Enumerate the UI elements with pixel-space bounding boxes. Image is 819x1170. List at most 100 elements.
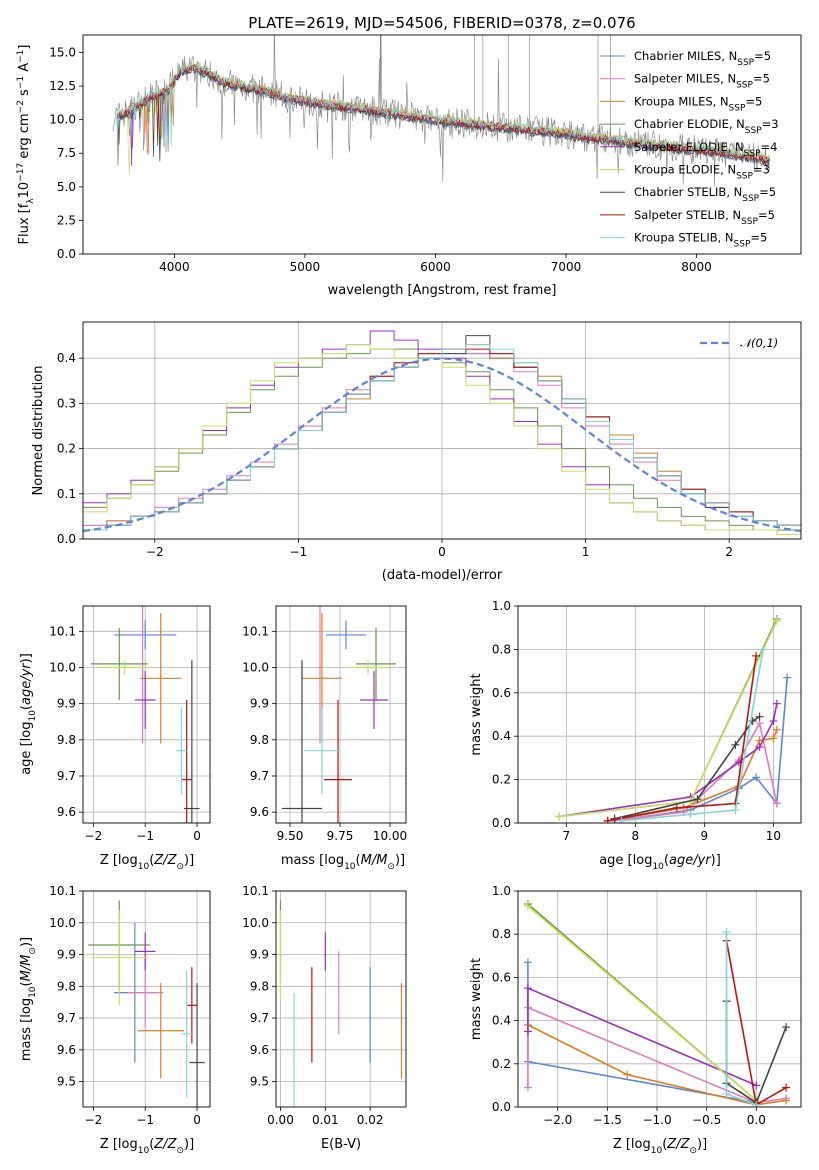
errorbar-point [134, 671, 156, 729]
mass-vs-Z-points [88, 900, 205, 1107]
y-tick-label: 0.4 [492, 1014, 511, 1028]
y-tick-label: 9.7 [57, 769, 76, 783]
y-tick-label: 9.9 [57, 697, 76, 711]
x-axis-label: (data-model)/error [382, 568, 503, 583]
y-tick-label: 0.0 [57, 532, 76, 546]
weight-marker [523, 1083, 532, 1092]
y-tick-label: 0.4 [492, 729, 511, 743]
y-tick-label: 0.2 [57, 442, 76, 456]
y-axis-label: Normed distribution [31, 366, 46, 496]
y-tick-label: 10.0 [242, 916, 269, 930]
weight-marker [523, 902, 532, 911]
x-tick-label: 5000 [290, 260, 321, 274]
x-axis-label: wavelength [Angstrom, rest frame] [328, 283, 557, 298]
errorbar-point [90, 910, 148, 1006]
weight-marker [617, 816, 626, 823]
errorbar-point [360, 671, 388, 729]
spectrum-axes: 4000 5000 6000 7000 8000 0.0 2.5 5.0 7.5 10.0 12.5… [49, 45, 712, 274]
y-tick-label: 9.6 [57, 1043, 76, 1057]
y-tick-label: 0.6 [492, 970, 511, 984]
y-tick-label: 9.9 [57, 948, 76, 962]
model-spectrum [116, 65, 770, 166]
age-vs-Z-frame [82, 605, 211, 824]
legend-entry: Salpeter ELODIE, NSSP=4 [634, 140, 777, 159]
y-tick-label: 1.0 [492, 884, 511, 898]
x-tick-label: 4000 [159, 260, 190, 274]
x-axis-label: age [log10(age/yr)] [599, 853, 721, 872]
y-tick-label: 9.7 [57, 1011, 76, 1025]
y-tick-label: 9.8 [250, 733, 269, 747]
errorbar-point [304, 707, 340, 795]
errorbar-point [181, 970, 192, 1098]
x-axis-label: Z [log10(Z/Z⊙)] [613, 1137, 707, 1156]
legend-entry: Chabrier ELODIE, NSSP=3 [634, 117, 779, 136]
legend-entry: Kroupa STELIB, NSSP=5 [634, 231, 767, 250]
x-axis-label: mass [log10(M/M⊙)] [281, 853, 405, 872]
weight-marker [782, 1023, 791, 1032]
x-tick-label: 8000 [681, 260, 712, 274]
mass-vs-Z-frame [82, 890, 211, 1108]
y-tick-label: 9.6 [57, 805, 76, 819]
weight-series [607, 655, 757, 822]
weight-series [559, 618, 778, 818]
weight-vs-Z-frame [517, 890, 802, 1108]
y-tick-label: 10.0 [49, 660, 76, 674]
weight-marker [759, 645, 768, 654]
x-tick-label: −1 [136, 1113, 154, 1127]
x-tick-label: 6000 [420, 260, 451, 274]
weight-vs-age-lines [555, 615, 792, 823]
y-tick-label: 9.7 [250, 1011, 269, 1025]
weight-marker [623, 1070, 632, 1079]
y-tick-label: 10.1 [49, 624, 76, 638]
weight-marker [769, 734, 778, 743]
x-tick-label: 0 [193, 1113, 201, 1127]
weight-series [527, 1024, 787, 1106]
x-tick-label: 7 [562, 829, 570, 843]
errorbar-point [326, 620, 366, 650]
x-tick-label: 0.02 [357, 1113, 384, 1127]
errorbar-point [282, 660, 322, 823]
spectrum-frame [82, 34, 802, 255]
y-tick-label: 0.2 [492, 1057, 511, 1071]
errorbar-point [137, 983, 185, 1079]
weight-series [527, 1006, 787, 1104]
x-tick-label: −2.0 [543, 1113, 572, 1127]
errorbar-point [140, 613, 182, 744]
weight-marker [772, 617, 781, 626]
weight-marker [523, 1027, 532, 1036]
x-tick-label: −1 [136, 829, 154, 843]
x-axis-label: Z [log10(Z/Z⊙)] [100, 853, 194, 872]
errorbar-point [189, 983, 205, 1107]
spectrum-plot [112, 35, 771, 187]
mass-vs-Z-axes: −2 −1 0 9.5 9.6 9.7 9.8 9.9 10.0 10.1 [49, 884, 210, 1127]
y-tick-label: 5.0 [57, 180, 76, 194]
y-tick-label: 9.8 [57, 733, 76, 747]
x-tick-label: 9 [701, 829, 709, 843]
weight-marker [693, 795, 702, 804]
y-axis-label: mass weight [469, 958, 484, 1040]
y-tick-label: 0.8 [492, 927, 511, 941]
x-tick-label: 0 [438, 545, 446, 559]
y-axis-label: Flux [fλ10−17 erg cm−2 s−1 A−1] [16, 45, 36, 245]
y-tick-label: 0.6 [492, 686, 511, 700]
legend-entry: Salpeter STELIB, NSSP=5 [634, 208, 775, 227]
weight-marker [731, 805, 740, 814]
weight-marker [752, 651, 761, 660]
legend-entry: Chabrier STELIB, NSSP=5 [634, 185, 776, 204]
y-tick-label: 10.1 [49, 884, 76, 898]
y-tick-label: 1.0 [492, 599, 511, 613]
y-tick-label: 9.6 [250, 1043, 269, 1057]
weight-marker [603, 816, 612, 823]
y-axis-label: mass weight [469, 673, 484, 755]
x-tick-label: 9.75 [327, 829, 354, 843]
age-vs-mass-points [282, 606, 396, 823]
weight-series [527, 905, 757, 1102]
weight-marker [722, 1090, 731, 1099]
y-tick-label: 9.6 [250, 805, 269, 819]
errorbar-point [90, 627, 148, 701]
mass-vs-ebv-axes: 0.00 0.01 0.02 9.5 9.6 9.7 9.8 9.9 10.0 10.1 [242, 884, 406, 1127]
weight-marker [755, 712, 764, 721]
residuals-axes: −2 −1 0 1 2 0.0 0.1 0.2 0.3 0.4 [57, 322, 801, 559]
weight-series [559, 620, 778, 818]
